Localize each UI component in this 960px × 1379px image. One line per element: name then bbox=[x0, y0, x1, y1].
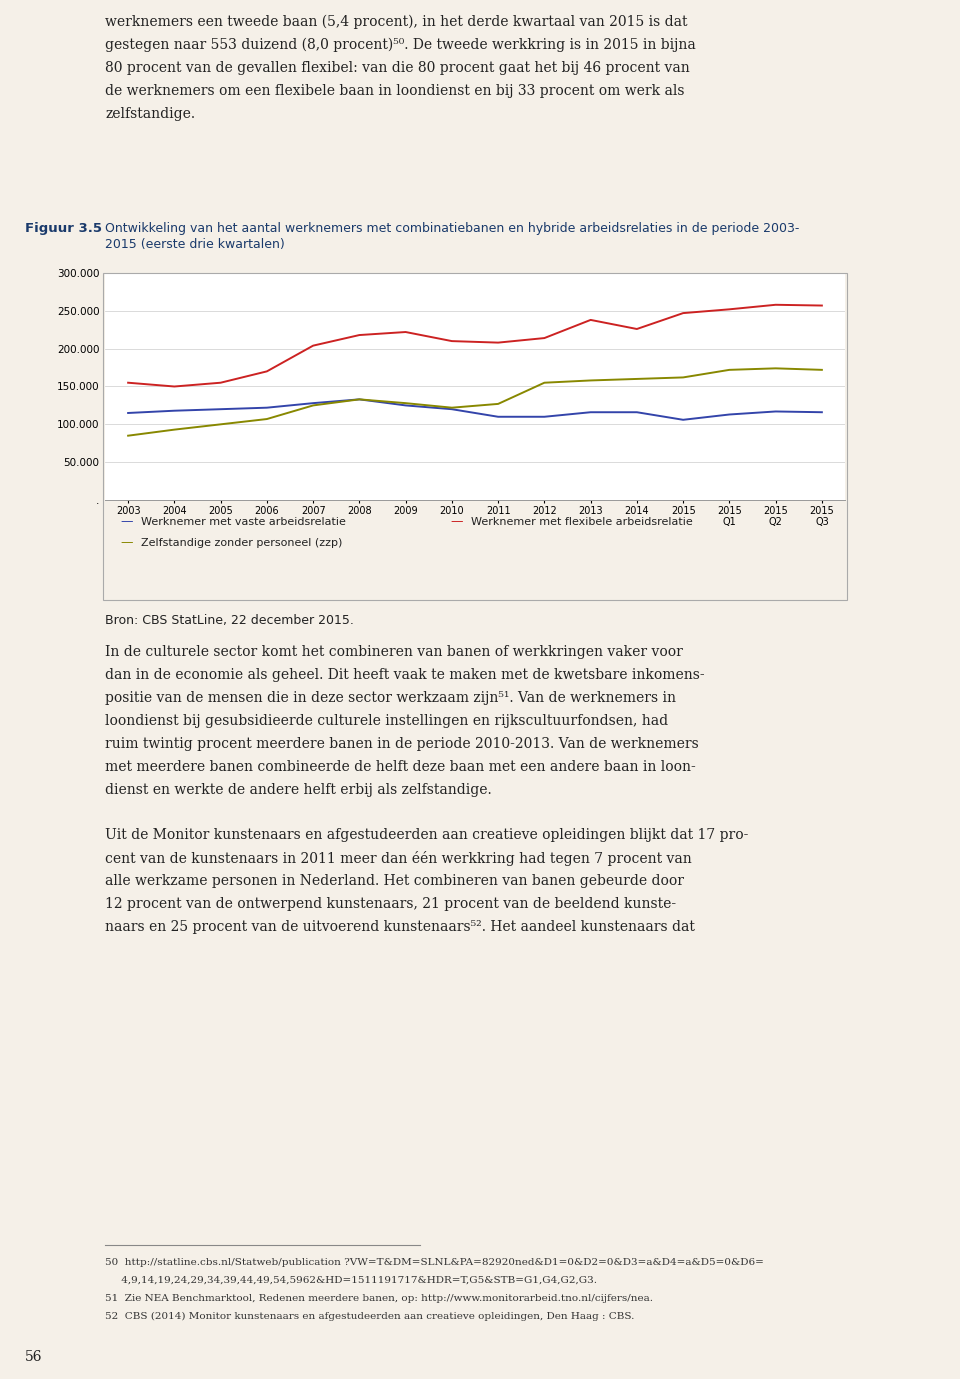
Text: 80 procent van de gevallen flexibel: van die 80 procent gaat het bij 46 procent : 80 procent van de gevallen flexibel: van… bbox=[105, 61, 689, 74]
Text: Werknemer met vaste arbeidsrelatie: Werknemer met vaste arbeidsrelatie bbox=[141, 517, 346, 527]
Text: Zelfstandige zonder personeel (zzp): Zelfstandige zonder personeel (zzp) bbox=[141, 538, 343, 547]
Text: Werknemer met flexibele arbeidsrelatie: Werknemer met flexibele arbeidsrelatie bbox=[471, 517, 693, 527]
Text: Ontwikkeling van het aantal werknemers met combinatiebanen en hybride arbeidsrel: Ontwikkeling van het aantal werknemers m… bbox=[105, 222, 800, 234]
Text: naars en 25 procent van de uitvoerend kunstenaars⁵². Het aandeel kunstenaars dat: naars en 25 procent van de uitvoerend ku… bbox=[105, 920, 695, 934]
Text: ruim twintig procent meerdere banen in de periode 2010-2013. Van de werknemers: ruim twintig procent meerdere banen in d… bbox=[105, 736, 699, 752]
Text: —: — bbox=[120, 536, 132, 549]
Text: dienst en werkte de andere helft erbij als zelfstandige.: dienst en werkte de andere helft erbij a… bbox=[105, 783, 492, 797]
Text: Bron: CBS StatLine, 22 december 2015.: Bron: CBS StatLine, 22 december 2015. bbox=[105, 614, 354, 627]
Text: 4,9,14,19,24,29,34,39,44,49,54,5962&HD=1511191717&HDR=T,G5&STB=G1,G4,G2,G3.: 4,9,14,19,24,29,34,39,44,49,54,5962&HD=1… bbox=[105, 1276, 597, 1285]
Text: 52  CBS (2014) Monitor kunstenaars en afgestudeerden aan creatieve opleidingen, : 52 CBS (2014) Monitor kunstenaars en afg… bbox=[105, 1311, 635, 1321]
Text: loondienst bij gesubsidieerde culturele instellingen en rijkscultuurfondsen, had: loondienst bij gesubsidieerde culturele … bbox=[105, 714, 668, 728]
Text: positie van de mensen die in deze sector werkzaam zijn⁵¹. Van de werknemers in: positie van de mensen die in deze sector… bbox=[105, 691, 676, 705]
Text: 51  Zie NEA Benchmarktool, Redenen meerdere banen, op: http://www.monitorarbeid.: 51 Zie NEA Benchmarktool, Redenen meerde… bbox=[105, 1294, 653, 1303]
Text: cent van de kunstenaars in 2011 meer dan één werkkring had tegen 7 procent van: cent van de kunstenaars in 2011 meer dan… bbox=[105, 851, 692, 866]
Text: 56: 56 bbox=[25, 1350, 42, 1364]
Text: dan in de economie als geheel. Dit heeft vaak te maken met de kwetsbare inkomens: dan in de economie als geheel. Dit heeft… bbox=[105, 667, 705, 683]
Text: alle werkzame personen in Nederland. Het combineren van banen gebeurde door: alle werkzame personen in Nederland. Het… bbox=[105, 874, 684, 888]
Text: Uit de Monitor kunstenaars en afgestudeerden aan creatieve opleidingen blijkt da: Uit de Monitor kunstenaars en afgestudee… bbox=[105, 827, 749, 843]
Text: gestegen naar 553 duizend (8,0 procent)⁵⁰. De tweede werkkring is in 2015 in bij: gestegen naar 553 duizend (8,0 procent)⁵… bbox=[105, 39, 696, 52]
Text: 50  http://statline.cbs.nl/Statweb/publication ?VW=T&DM=SLNL&PA=82920ned&D1=0&D2: 50 http://statline.cbs.nl/Statweb/public… bbox=[105, 1258, 764, 1267]
Text: In de culturele sector komt het combineren van banen of werkkringen vaker voor: In de culturele sector komt het combiner… bbox=[105, 645, 683, 659]
Text: 12 procent van de ontwerpend kunstenaars, 21 procent van de beeldend kunste-: 12 procent van de ontwerpend kunstenaars… bbox=[105, 896, 676, 912]
Text: de werknemers om een flexibele baan in loondienst en bij 33 procent om werk als: de werknemers om een flexibele baan in l… bbox=[105, 84, 684, 98]
Text: werknemers een tweede baan (5,4 procent), in het derde kwartaal van 2015 is dat: werknemers een tweede baan (5,4 procent)… bbox=[105, 15, 687, 29]
Text: —: — bbox=[120, 516, 132, 528]
Text: zelfstandige.: zelfstandige. bbox=[105, 108, 195, 121]
Text: Figuur 3.5: Figuur 3.5 bbox=[25, 222, 102, 234]
Text: 2015 (eerste drie kwartalen): 2015 (eerste drie kwartalen) bbox=[105, 239, 285, 251]
Text: met meerdere banen combineerde de helft deze baan met een andere baan in loon-: met meerdere banen combineerde de helft … bbox=[105, 760, 696, 774]
Text: —: — bbox=[450, 516, 463, 528]
